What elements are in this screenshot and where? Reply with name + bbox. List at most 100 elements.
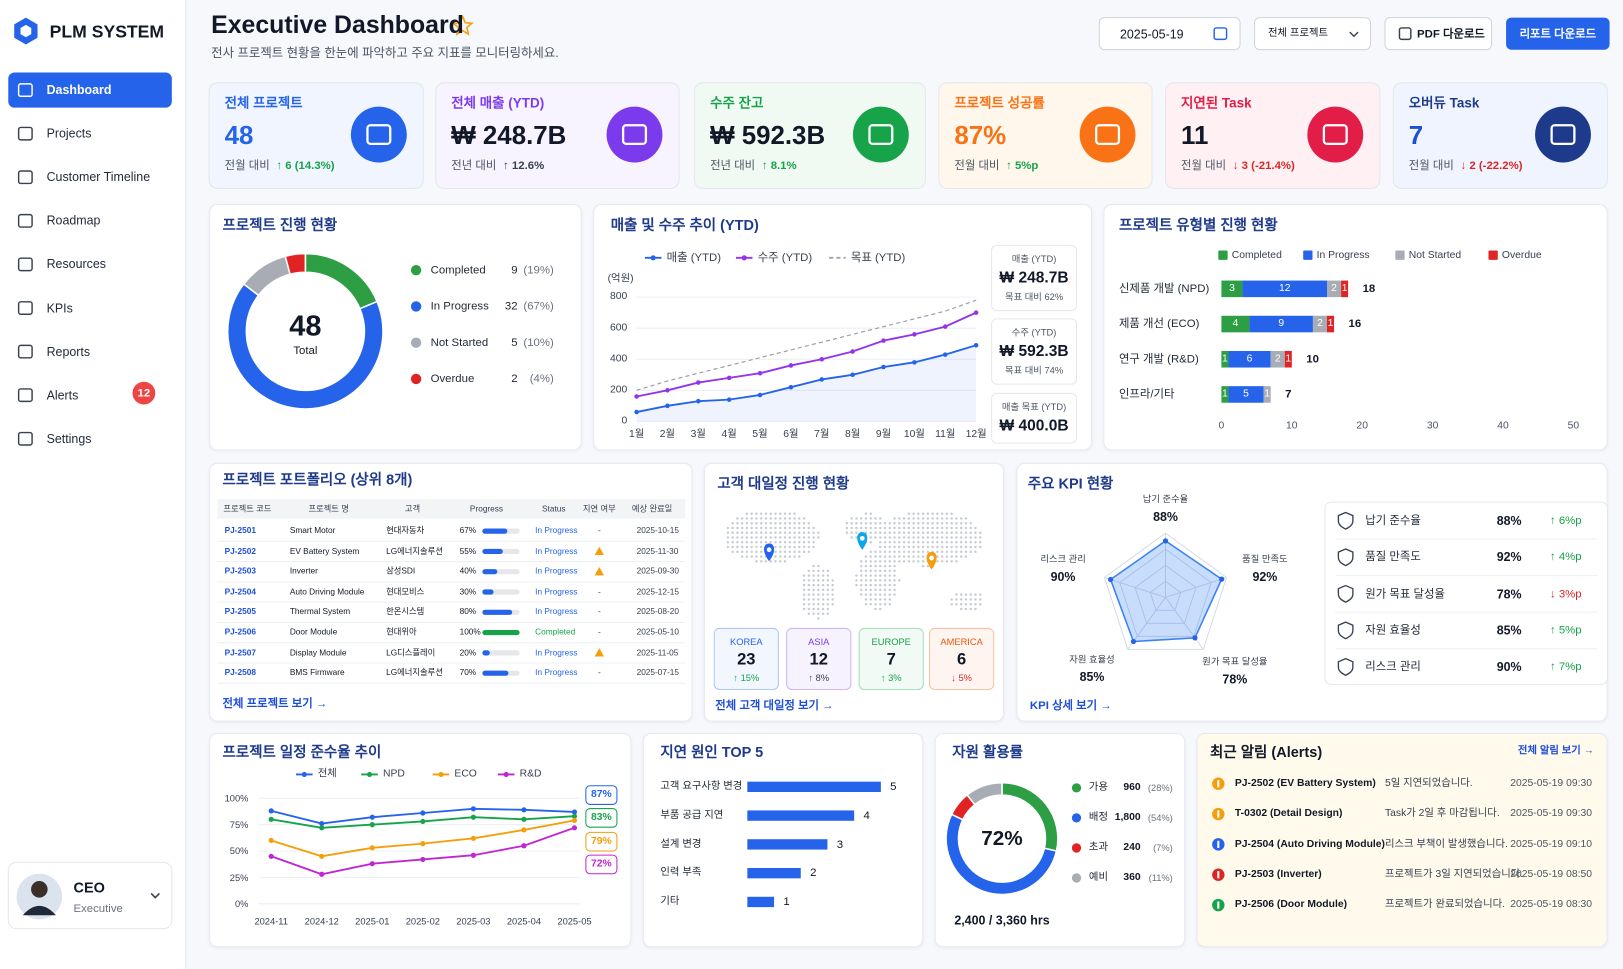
- alert-message: 프로젝트가 3일 지연되었습니다.: [1384, 868, 1524, 880]
- map-dot: [798, 541, 801, 544]
- map-dot: [959, 517, 963, 520]
- project-code[interactable]: PJ-2505: [224, 607, 256, 617]
- panel-link[interactable]: 전체 프로젝트 보기 →: [222, 697, 328, 711]
- column-header: 고객: [404, 503, 421, 513]
- legend-dot: [410, 373, 422, 385]
- kpi-value: 90%: [1496, 659, 1522, 675]
- map-dot: [879, 607, 882, 611]
- project-filter[interactable]: 전체 프로젝트: [1267, 27, 1329, 40]
- map-dot: [898, 545, 901, 549]
- map-dot: [807, 521, 811, 525]
- nav-item[interactable]: Alerts: [46, 387, 79, 403]
- project-code[interactable]: PJ-2508: [224, 667, 256, 678]
- project-name: Smart Motor: [289, 525, 336, 536]
- map-dot: [821, 612, 825, 615]
- project-code[interactable]: PJ-2507: [224, 647, 256, 657]
- x-tick-label: 2025-01: [355, 916, 390, 927]
- project-code[interactable]: PJ-2501: [224, 525, 256, 536]
- panel-title: 주요 KPI 현황: [1027, 475, 1114, 492]
- kpi-name: 원가 목표 달성율: [1365, 587, 1445, 601]
- map-dot: [955, 517, 958, 520]
- map-dot: [769, 536, 772, 539]
- map-dot: [879, 531, 882, 535]
- x-tick-label: 8월: [844, 428, 861, 441]
- map-dot: [859, 593, 863, 596]
- alert-project[interactable]: PJ-2504 (Auto Driving Module): [1234, 838, 1385, 850]
- date[interactable]: 2025-05-19: [1119, 26, 1184, 42]
- map-dot: [888, 574, 892, 577]
- bar-value: 3: [836, 838, 844, 851]
- nav-item[interactable]: Projects: [46, 126, 92, 141]
- map-dot: [736, 536, 739, 539]
- nav-item[interactable]: KPIs: [46, 300, 73, 316]
- map-dot: [802, 550, 806, 554]
- x-tick-label: 12월: [965, 428, 987, 441]
- map-dot: [874, 517, 877, 520]
- point: [571, 817, 578, 823]
- map-dot: [802, 583, 806, 587]
- map-dot: [788, 550, 792, 554]
- map-dot: [793, 536, 796, 539]
- map-dot: [955, 555, 958, 558]
- map-dot: [950, 541, 953, 544]
- bar-value: 5: [890, 780, 897, 794]
- map-dot: [883, 564, 887, 568]
- map-dot: [893, 536, 896, 539]
- map-dot: [974, 550, 977, 554]
- map-dot: [869, 536, 872, 539]
- calendar-icon: [1213, 27, 1228, 41]
- legend-dot: [1071, 873, 1082, 883]
- project-code[interactable]: PJ-2502: [224, 546, 256, 556]
- y-tick-label: 25%: [229, 872, 249, 883]
- radar-value: 78%: [1222, 671, 1248, 687]
- alert-project[interactable]: PJ-2506 (Door Module): [1234, 898, 1348, 911]
- panel-link[interactable]: 전체 알림 보기 →: [1517, 745, 1595, 757]
- alert-project[interactable]: PJ-2503 (Inverter): [1234, 868, 1322, 880]
- map-dot: [759, 531, 763, 535]
- map-dot: [826, 574, 830, 577]
- map-dot: [764, 526, 768, 530]
- legend-share: (11%): [1148, 872, 1173, 884]
- map-dot: [812, 588, 815, 592]
- nav-item[interactable]: Resources: [46, 257, 106, 272]
- radar-value: 90%: [1050, 569, 1076, 584]
- map-pin: [857, 532, 868, 550]
- nav-icon: [17, 431, 33, 446]
- map-dot: [759, 536, 763, 539]
- panel-link[interactable]: 전체 고객 대일정 보기 →: [715, 699, 834, 713]
- map-dot: [940, 517, 944, 520]
- panel-link[interactable]: KPI 상세 보기 →: [1029, 699, 1112, 713]
- chevron: [150, 892, 160, 899]
- alert-project[interactable]: PJ-2502 (EV Battery System): [1234, 777, 1376, 789]
- project-code[interactable]: PJ-2504: [224, 586, 256, 597]
- map-dot: [783, 560, 787, 563]
- map-dot: [879, 526, 882, 530]
- map-dot: [798, 536, 801, 539]
- project-code[interactable]: PJ-2506: [224, 627, 256, 637]
- map-dot: [902, 521, 906, 525]
- pdf-icon: [1398, 27, 1412, 41]
- radar-grid: [1149, 580, 1182, 611]
- nav-item[interactable]: Roadmap: [46, 213, 101, 229]
- map-dot: [978, 536, 982, 539]
- map-dot: [883, 569, 887, 573]
- map-dot: [964, 550, 968, 554]
- bar-segment: [1221, 280, 1243, 298]
- nav-item[interactable]: Customer Timeline: [46, 169, 151, 185]
- nav-item[interactable]: Dashboard: [46, 82, 112, 98]
- project-code[interactable]: PJ-2503: [224, 566, 256, 576]
- legend-count: 2: [511, 372, 518, 386]
- map-dot: [936, 555, 939, 558]
- kpi-change: ↑ 7%p: [1549, 660, 1582, 674]
- map-dot: [740, 541, 744, 544]
- nav-item[interactable]: Settings: [46, 431, 92, 447]
- report-button-label[interactable]: 리포트 다운로드: [1519, 27, 1597, 41]
- map-dot: [912, 536, 915, 539]
- favorite-star: [451, 14, 475, 36]
- pdf-button-label[interactable]: PDF 다운로드: [1417, 27, 1485, 41]
- map-dot: [869, 526, 872, 530]
- nav-item[interactable]: Reports: [46, 344, 91, 359]
- alert-project[interactable]: T-0302 (Detail Design): [1234, 807, 1343, 820]
- line: [636, 344, 977, 413]
- map-dot: [893, 593, 896, 596]
